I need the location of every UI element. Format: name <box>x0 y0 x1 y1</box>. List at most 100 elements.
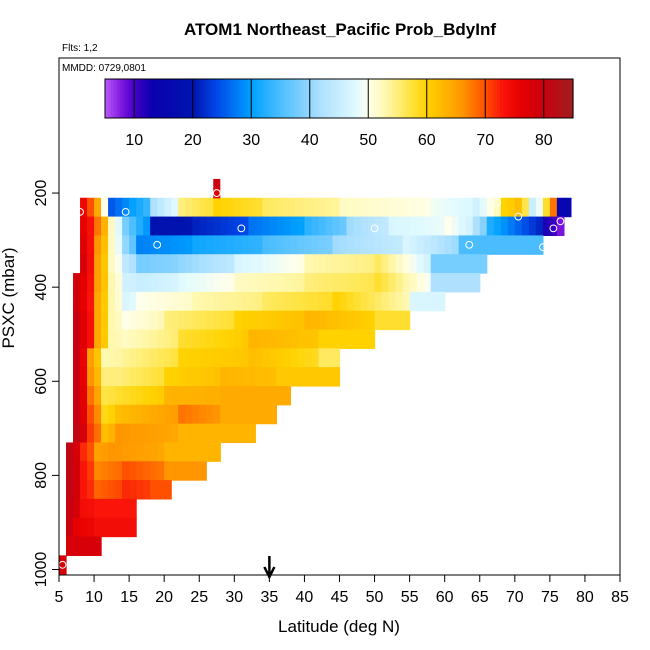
heatmap-cell <box>80 329 88 349</box>
heatmap-cell <box>94 254 102 274</box>
heatmap-cell <box>325 329 334 349</box>
colorbar-swatch <box>555 79 559 118</box>
heatmap-cell <box>227 273 235 293</box>
colorbar-swatch <box>456 79 460 118</box>
colorbar-swatch <box>207 79 211 118</box>
heatmap-cell <box>395 310 404 331</box>
heatmap-cell <box>87 367 95 387</box>
heatmap-cell <box>283 216 292 236</box>
colorbar-swatch <box>195 79 200 118</box>
heatmap-cell <box>360 254 369 274</box>
arrow-head <box>263 566 276 580</box>
colorbar-swatch <box>552 79 557 118</box>
heatmap-cell <box>108 216 116 236</box>
heatmap-cell <box>199 310 207 331</box>
heatmap-cell <box>304 310 313 331</box>
heatmap-cell <box>269 291 277 312</box>
heatmap-cell <box>325 254 334 274</box>
heatmap-cell <box>325 367 334 387</box>
heatmap-cell <box>549 197 558 218</box>
heatmap-cell <box>87 254 95 274</box>
heatmap-cell <box>220 367 228 387</box>
heatmap-cell <box>101 517 109 538</box>
heatmap-cell <box>171 310 179 331</box>
heatmap-cell <box>122 385 130 406</box>
heatmap-cell <box>458 216 467 236</box>
heatmap-cell <box>206 273 214 293</box>
heatmap-cell <box>164 329 172 349</box>
heatmap-cell <box>318 291 327 312</box>
heatmap-cell <box>451 216 460 236</box>
heatmap-cell <box>206 235 214 255</box>
heatmap-cell <box>185 291 193 312</box>
colorbar-swatch <box>306 79 311 118</box>
colorbar-swatch <box>523 79 527 118</box>
heatmap-cell <box>157 404 165 425</box>
heatmap-cell <box>73 385 81 406</box>
heatmap-cell <box>276 310 284 331</box>
heatmap-cell <box>164 273 172 293</box>
heatmap-cell <box>367 310 376 331</box>
heatmap-cell <box>276 235 284 255</box>
colorbar-swatch <box>295 79 299 118</box>
heatmap-cell <box>220 385 228 406</box>
heatmap-cell <box>276 273 284 293</box>
heatmap-cell <box>283 197 292 218</box>
heatmap-cell <box>185 310 193 331</box>
heatmap-cell <box>80 498 88 519</box>
heatmap-cell <box>346 216 355 236</box>
colorbar-swatch <box>508 79 513 118</box>
heatmap-cell <box>500 197 509 218</box>
heatmap-cell <box>437 197 446 218</box>
heatmap-cell <box>283 385 292 406</box>
heatmap-cell <box>381 235 390 255</box>
heatmap-cell <box>122 461 130 481</box>
heatmap-cell <box>381 254 390 274</box>
heatmap-cell <box>185 329 193 349</box>
heatmap-cell <box>66 442 74 462</box>
colorbar-swatch <box>359 79 363 118</box>
heatmap-cell <box>311 254 320 274</box>
heatmap-cell <box>150 385 158 406</box>
heatmap-cell <box>507 197 516 218</box>
heatmap-cell <box>87 348 95 368</box>
heatmap-cell <box>87 404 95 425</box>
heatmap-cell <box>136 216 144 236</box>
heatmap-cell <box>108 273 116 293</box>
heatmap-cell <box>241 310 249 331</box>
heatmap-cell <box>213 310 221 331</box>
heatmap-cell <box>94 517 102 538</box>
heatmap-cell <box>143 404 151 425</box>
heatmap-cell <box>150 480 158 500</box>
heatmap-cell <box>227 291 235 312</box>
colorbar-swatch <box>488 79 492 118</box>
colorbar-swatch <box>473 79 478 118</box>
heatmap-cell <box>332 273 341 293</box>
observation-marker <box>465 240 474 249</box>
colorbar-swatch <box>520 79 524 118</box>
colorbar-swatch <box>268 79 273 118</box>
heatmap-cell <box>87 310 95 331</box>
colorbar-swatch <box>371 79 375 118</box>
heatmap-cell <box>381 273 390 293</box>
x-tick-label: 25 <box>190 589 208 606</box>
heatmap-cell <box>115 404 123 425</box>
heatmap-cell <box>136 197 144 218</box>
flights-subtitle: Flts: 1,2 <box>62 43 98 54</box>
heatmap-cell <box>318 367 327 387</box>
colorbar-swatch <box>189 79 194 118</box>
heatmap-cell <box>374 197 383 218</box>
heatmap-cell <box>318 254 327 274</box>
heatmap-cell <box>101 216 109 236</box>
heatmap-cell <box>479 197 488 218</box>
heatmap-cell <box>115 273 123 293</box>
heatmap-cell <box>332 235 341 255</box>
heatmap-cell <box>80 442 88 462</box>
heatmap-cell <box>234 197 242 218</box>
colorbar-swatch <box>420 79 425 118</box>
heatmap-cell <box>171 235 179 255</box>
heatmap-cell <box>297 367 306 387</box>
heatmap-cell <box>346 310 355 331</box>
heatmap-cell <box>108 367 116 387</box>
heatmap-cell <box>220 216 228 236</box>
